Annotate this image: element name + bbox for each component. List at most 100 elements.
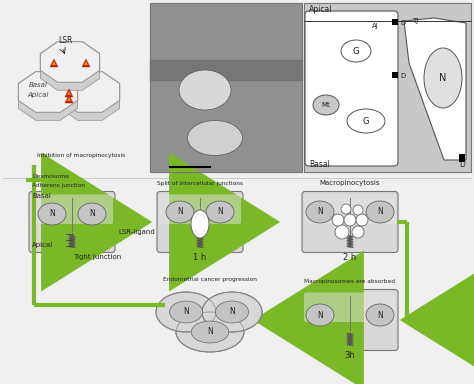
Polygon shape [61, 72, 119, 113]
Text: Basal: Basal [309, 160, 330, 169]
Ellipse shape [176, 312, 244, 352]
Text: LSR-ligand: LSR-ligand [118, 229, 155, 235]
Text: N: N [439, 73, 447, 83]
Ellipse shape [78, 203, 106, 225]
Ellipse shape [191, 210, 209, 238]
Text: N: N [317, 207, 323, 217]
Text: N: N [49, 210, 55, 218]
Text: N: N [377, 207, 383, 217]
Text: D: D [400, 73, 405, 79]
Text: Desmosome: Desmosome [32, 174, 69, 179]
Text: 2 h: 2 h [343, 253, 356, 262]
Text: TJ: TJ [412, 18, 418, 24]
Text: 1 h: 1 h [193, 253, 207, 262]
Ellipse shape [170, 301, 202, 323]
Text: N: N [217, 207, 223, 217]
Text: D: D [459, 160, 465, 169]
Polygon shape [65, 89, 73, 97]
Polygon shape [65, 95, 73, 103]
FancyBboxPatch shape [304, 195, 396, 224]
Polygon shape [61, 72, 119, 113]
Polygon shape [40, 42, 100, 82]
Ellipse shape [306, 304, 334, 326]
Ellipse shape [38, 203, 66, 225]
Text: G: G [363, 116, 369, 126]
Polygon shape [67, 91, 71, 95]
Polygon shape [84, 61, 88, 65]
Circle shape [352, 226, 364, 238]
Text: Macropinosomes are absorbed: Macropinosomes are absorbed [304, 278, 395, 283]
Ellipse shape [216, 301, 248, 323]
FancyBboxPatch shape [29, 192, 115, 253]
Text: N: N [177, 207, 183, 217]
Text: G: G [353, 46, 359, 56]
Circle shape [353, 205, 363, 215]
FancyBboxPatch shape [305, 11, 398, 166]
Polygon shape [67, 97, 71, 101]
Polygon shape [40, 50, 100, 90]
Ellipse shape [306, 201, 334, 223]
Ellipse shape [179, 70, 231, 110]
Text: Adherens junction: Adherens junction [32, 182, 85, 187]
Polygon shape [404, 18, 466, 160]
FancyBboxPatch shape [31, 195, 113, 224]
Text: Basal: Basal [32, 194, 51, 200]
Text: Basal: Basal [28, 82, 47, 88]
Text: LSR: LSR [58, 36, 73, 45]
Ellipse shape [341, 40, 371, 62]
Circle shape [332, 214, 344, 226]
Ellipse shape [166, 201, 194, 223]
Text: Macropinocytosis: Macropinocytosis [320, 179, 380, 185]
Ellipse shape [366, 201, 394, 223]
Polygon shape [18, 79, 78, 120]
Circle shape [344, 214, 356, 226]
Text: AJ: AJ [372, 23, 379, 29]
Text: N: N [317, 311, 323, 319]
Bar [392, 72, 398, 78]
Polygon shape [18, 72, 78, 113]
Text: Apical: Apical [309, 5, 332, 14]
Text: Apical: Apical [27, 92, 49, 98]
Text: Tight junction: Tight junction [73, 255, 121, 260]
Ellipse shape [206, 201, 234, 223]
FancyBboxPatch shape [159, 195, 241, 224]
Polygon shape [61, 79, 119, 120]
Text: N: N [377, 311, 383, 319]
Text: Inhibition of macropinocytosis: Inhibition of macropinocytosis [37, 152, 125, 157]
Ellipse shape [313, 95, 339, 115]
Text: N: N [183, 308, 189, 316]
Polygon shape [82, 59, 90, 67]
Ellipse shape [202, 292, 262, 332]
FancyBboxPatch shape [304, 293, 396, 322]
Ellipse shape [191, 321, 228, 343]
Text: Mt: Mt [322, 102, 330, 108]
FancyBboxPatch shape [302, 192, 398, 253]
Circle shape [356, 214, 368, 226]
Text: Apical: Apical [32, 243, 53, 248]
Bar [392, 19, 398, 25]
Ellipse shape [366, 304, 394, 326]
FancyBboxPatch shape [302, 290, 398, 351]
Polygon shape [52, 61, 56, 65]
Text: N: N [89, 210, 95, 218]
Polygon shape [50, 59, 58, 67]
Bar [459, 154, 465, 162]
Ellipse shape [188, 121, 243, 156]
Ellipse shape [347, 109, 385, 133]
Bar [150, 3, 302, 172]
Text: 3h: 3h [345, 351, 356, 359]
Text: Split of intercellular junctions: Split of intercellular junctions [157, 180, 243, 185]
Ellipse shape [424, 48, 462, 108]
Circle shape [341, 204, 351, 214]
Bar [150, 3, 302, 172]
Polygon shape [18, 72, 78, 113]
Bar [304, 3, 471, 172]
Text: D: D [400, 20, 405, 26]
Ellipse shape [156, 292, 216, 332]
Text: Endometrial cancer progression: Endometrial cancer progression [163, 276, 257, 281]
Text: N: N [207, 328, 213, 336]
Text: N: N [229, 308, 235, 316]
Polygon shape [40, 42, 100, 82]
FancyBboxPatch shape [157, 192, 243, 253]
Bar [150, 3, 302, 172]
